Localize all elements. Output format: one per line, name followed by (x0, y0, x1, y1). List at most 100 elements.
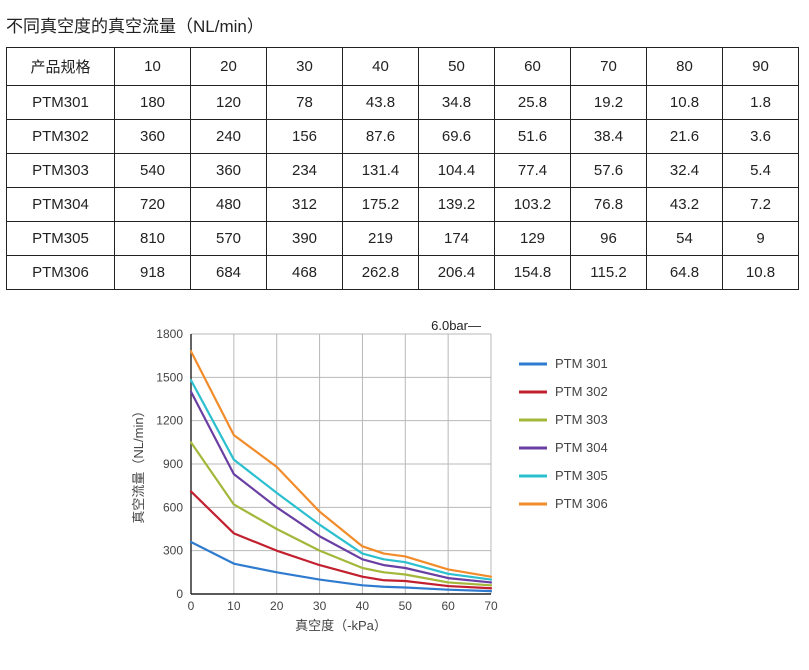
legend-item: PTM 301 (519, 356, 608, 371)
table-row: PTM30581057039021917412996549 (7, 222, 799, 256)
table-cell: 312 (267, 188, 343, 222)
legend-item: PTM 304 (519, 440, 608, 455)
table-row-header: PTM303 (7, 154, 115, 188)
x-tick-label: 70 (484, 599, 498, 613)
table-col-header: 10 (115, 48, 191, 86)
table-cell: 810 (115, 222, 191, 256)
table-cell: 96 (571, 222, 647, 256)
legend-item: PTM 303 (519, 412, 608, 427)
line-chart: 0102030405060700300600900120015001800真空度… (125, 314, 669, 644)
table-cell: 540 (115, 154, 191, 188)
flow-table: 产品规格102030405060708090 PTM3011801207843.… (6, 47, 799, 290)
y-tick-label: 1200 (156, 414, 183, 428)
x-axis-label: 真空度（-kPa） (295, 618, 387, 633)
table-cell: 7.2 (723, 188, 799, 222)
table-cell: 156 (267, 120, 343, 154)
table-col-header: 70 (571, 48, 647, 86)
table-col-header: 20 (191, 48, 267, 86)
legend-label: PTM 302 (555, 384, 608, 399)
y-axis-label: 真空流量（NL/min） (131, 404, 146, 523)
table-cell: 219 (343, 222, 419, 256)
table-header-row: 产品规格102030405060708090 (7, 48, 799, 86)
y-tick-label: 1500 (156, 370, 183, 384)
legend-label: PTM 301 (555, 356, 608, 371)
table-cell: 5.4 (723, 154, 799, 188)
table-row: PTM30236024015687.669.651.638.421.63.6 (7, 120, 799, 154)
table-col-header: 80 (647, 48, 723, 86)
table-cell: 206.4 (419, 256, 495, 290)
table-cell: 175.2 (343, 188, 419, 222)
chart-note: 6.0bar— (431, 318, 481, 333)
y-tick-label: 900 (162, 457, 182, 471)
table-cell: 360 (115, 120, 191, 154)
table-cell: 262.8 (343, 256, 419, 290)
table-cell: 139.2 (419, 188, 495, 222)
table-cell: 10.8 (647, 86, 723, 120)
table-cell: 3.6 (723, 120, 799, 154)
y-tick-label: 300 (162, 544, 182, 558)
table-cell: 54 (647, 222, 723, 256)
table-cell: 34.8 (419, 86, 495, 120)
table-col-header: 60 (495, 48, 571, 86)
table-row: PTM306918684468262.8206.4154.8115.264.81… (7, 256, 799, 290)
table-cell: 234 (267, 154, 343, 188)
table-cell: 25.8 (495, 86, 571, 120)
table-row: PTM304720480312175.2139.2103.276.843.27.… (7, 188, 799, 222)
table-cell: 87.6 (343, 120, 419, 154)
table-cell: 180 (115, 86, 191, 120)
table-row-header: PTM305 (7, 222, 115, 256)
table-cell: 468 (267, 256, 343, 290)
table-cell: 480 (191, 188, 267, 222)
table-col-header: 40 (343, 48, 419, 86)
table-cell: 43.2 (647, 188, 723, 222)
x-tick-label: 60 (441, 599, 455, 613)
x-tick-label: 20 (270, 599, 284, 613)
table-cell: 131.4 (343, 154, 419, 188)
legend-label: PTM 303 (555, 412, 608, 427)
table-cell: 1.8 (723, 86, 799, 120)
table-cell: 120 (191, 86, 267, 120)
page-root: 不同真空度的真空流量（NL/min） 产品规格10203040506070809… (0, 0, 809, 664)
table-cell: 76.8 (571, 188, 647, 222)
table-cell: 684 (191, 256, 267, 290)
table-cell: 43.8 (343, 86, 419, 120)
table-container: 产品规格102030405060708090 PTM3011801207843.… (0, 47, 809, 290)
page-title: 不同真空度的真空流量（NL/min） (6, 12, 809, 37)
table-cell: 19.2 (571, 86, 647, 120)
chart-container: 0102030405060700300600900120015001800真空度… (125, 314, 685, 644)
y-tick-label: 1800 (156, 327, 183, 341)
table-cell: 918 (115, 256, 191, 290)
table-cell: 240 (191, 120, 267, 154)
legend-label: PTM 305 (555, 468, 608, 483)
table-cell: 10.8 (723, 256, 799, 290)
table-row-header: PTM301 (7, 86, 115, 120)
legend-label: PTM 306 (555, 496, 608, 511)
table-row-header: PTM304 (7, 188, 115, 222)
table-row-header: PTM306 (7, 256, 115, 290)
table-cell: 174 (419, 222, 495, 256)
x-tick-label: 40 (355, 599, 369, 613)
table-col-header: 90 (723, 48, 799, 86)
table-cell: 21.6 (647, 120, 723, 154)
table-cell: 64.8 (647, 256, 723, 290)
legend-item: PTM 305 (519, 468, 608, 483)
table-cell: 78 (267, 86, 343, 120)
x-tick-label: 0 (187, 599, 194, 613)
table-cell: 69.6 (419, 120, 495, 154)
table-cell: 360 (191, 154, 267, 188)
table-cell: 570 (191, 222, 267, 256)
table-cell: 9 (723, 222, 799, 256)
table-cell: 103.2 (495, 188, 571, 222)
y-tick-label: 0 (176, 587, 183, 601)
table-corner-cell: 产品规格 (7, 48, 115, 86)
table-cell: 129 (495, 222, 571, 256)
table-col-header: 50 (419, 48, 495, 86)
legend-item: PTM 302 (519, 384, 608, 399)
table-cell: 77.4 (495, 154, 571, 188)
table-row: PTM303540360234131.4104.477.457.632.45.4 (7, 154, 799, 188)
table-cell: 720 (115, 188, 191, 222)
x-tick-label: 10 (227, 599, 241, 613)
x-tick-label: 30 (312, 599, 326, 613)
y-tick-label: 600 (162, 500, 182, 514)
table-cell: 38.4 (571, 120, 647, 154)
